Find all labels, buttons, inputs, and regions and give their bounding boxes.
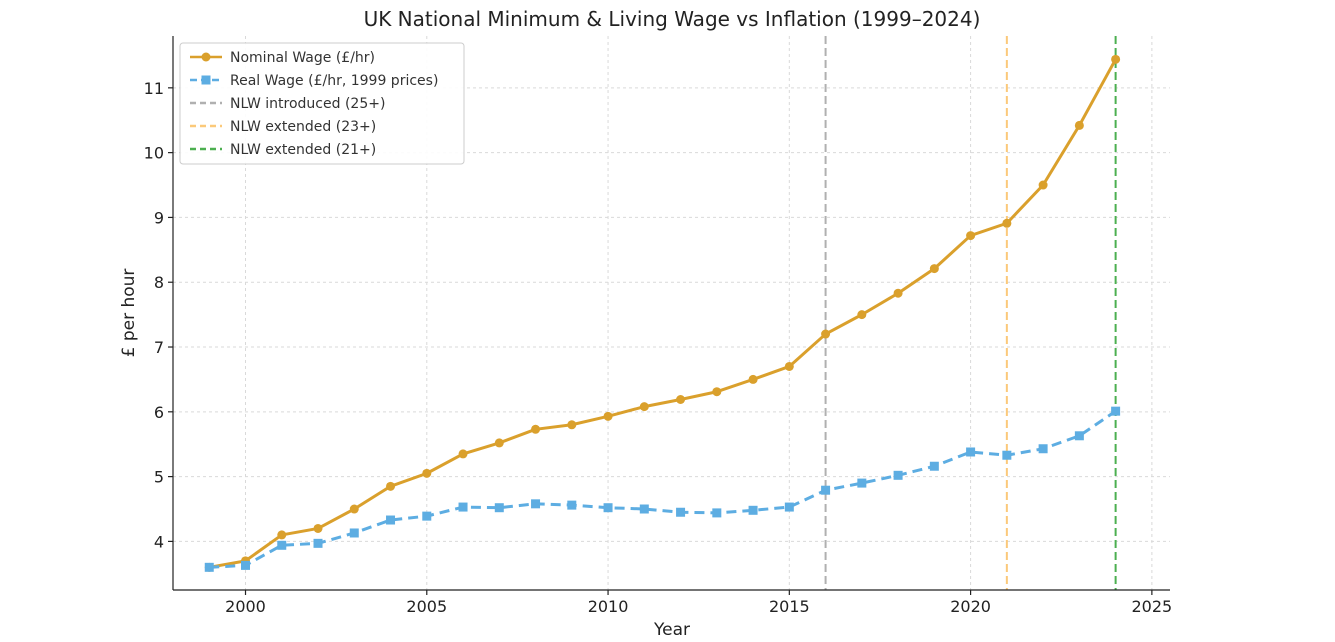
data-point <box>676 507 686 517</box>
y-tick-label: 10 <box>144 144 164 163</box>
data-point <box>313 523 323 533</box>
data-point <box>1038 180 1048 190</box>
data-point <box>1111 406 1121 416</box>
legend: Nominal Wage (£/hr) Real Wage (£/hr, 1999… <box>179 42 465 165</box>
data-point <box>857 478 867 488</box>
data-point <box>929 264 939 274</box>
data-point <box>748 374 758 384</box>
data-point <box>458 502 468 512</box>
data-point <box>386 481 396 491</box>
data-point <box>784 361 794 371</box>
y-tick-label: 5 <box>154 468 164 487</box>
data-point <box>929 461 939 471</box>
legend-marker <box>201 75 211 85</box>
data-point <box>639 504 649 514</box>
x-tick-label: 2010 <box>588 597 629 616</box>
legend-label: Nominal Wage (£/hr) <box>230 50 375 66</box>
data-point <box>893 288 903 298</box>
data-point <box>603 411 613 421</box>
legend-label: Real Wage (£/hr, 1999 prices) <box>230 73 438 89</box>
legend-label: NLW extended (23+) <box>230 119 376 135</box>
data-point <box>313 538 323 548</box>
data-point <box>494 438 504 448</box>
data-point <box>386 515 396 525</box>
y-tick-label: 7 <box>154 338 164 357</box>
data-point <box>1074 431 1084 441</box>
x-tick-label: 2000 <box>225 597 266 616</box>
data-point <box>458 449 468 459</box>
y-axis-label: £ per hour <box>119 269 139 358</box>
data-point <box>748 505 758 515</box>
x-tick-label: 2025 <box>1132 597 1173 616</box>
tick-labels: 2000 2005 2010 2015 2020 2025 4 5 6 7 8 9 10 11 <box>144 79 1173 616</box>
data-point <box>277 540 287 550</box>
data-point <box>1074 120 1084 130</box>
y-tick-label: 8 <box>154 273 164 292</box>
data-point <box>277 530 287 540</box>
legend-label: NLW introduced (25+) <box>230 96 385 112</box>
series-line <box>209 409 1117 569</box>
x-axis-label: Year <box>653 620 690 640</box>
y-tick-label: 4 <box>154 532 164 551</box>
data-point <box>1002 450 1012 460</box>
data-point <box>639 402 649 412</box>
data-point <box>784 502 794 512</box>
data-point <box>1111 54 1121 64</box>
data-point <box>821 329 831 339</box>
axes <box>168 36 1170 595</box>
data-point <box>821 485 831 495</box>
data-point <box>567 500 577 510</box>
data-point <box>204 562 214 572</box>
data-point <box>349 504 359 514</box>
data-point <box>966 447 976 457</box>
data-point <box>422 468 432 478</box>
legend-marker <box>201 52 211 62</box>
data-point <box>712 508 722 518</box>
data-point <box>531 499 541 509</box>
series-line <box>208 58 1117 569</box>
data-point <box>567 420 577 430</box>
data-point <box>241 560 251 570</box>
legend-box <box>179 42 465 165</box>
event-lines <box>824 36 1117 590</box>
data-point <box>349 528 359 538</box>
x-tick-label: 2015 <box>769 597 810 616</box>
series-group <box>204 54 1121 572</box>
data-point <box>1002 218 1012 228</box>
data-point <box>857 310 867 320</box>
grid <box>173 36 1170 590</box>
y-tick-label: 6 <box>154 403 164 422</box>
data-point <box>676 395 686 405</box>
data-point <box>966 231 976 241</box>
chart-title: UK National Minimum & Living Wage vs Inf… <box>364 7 981 31</box>
data-point <box>422 511 432 521</box>
y-tick-label: 11 <box>144 79 164 98</box>
data-point <box>1038 444 1048 454</box>
data-point <box>712 387 722 397</box>
data-point <box>531 424 541 434</box>
data-point <box>494 503 504 513</box>
x-tick-label: 2020 <box>950 597 991 616</box>
data-point <box>603 503 613 513</box>
data-point <box>893 470 903 480</box>
legend-label: NLW extended (21+) <box>230 142 376 158</box>
y-tick-label: 9 <box>154 208 164 227</box>
x-tick-label: 2005 <box>406 597 447 616</box>
